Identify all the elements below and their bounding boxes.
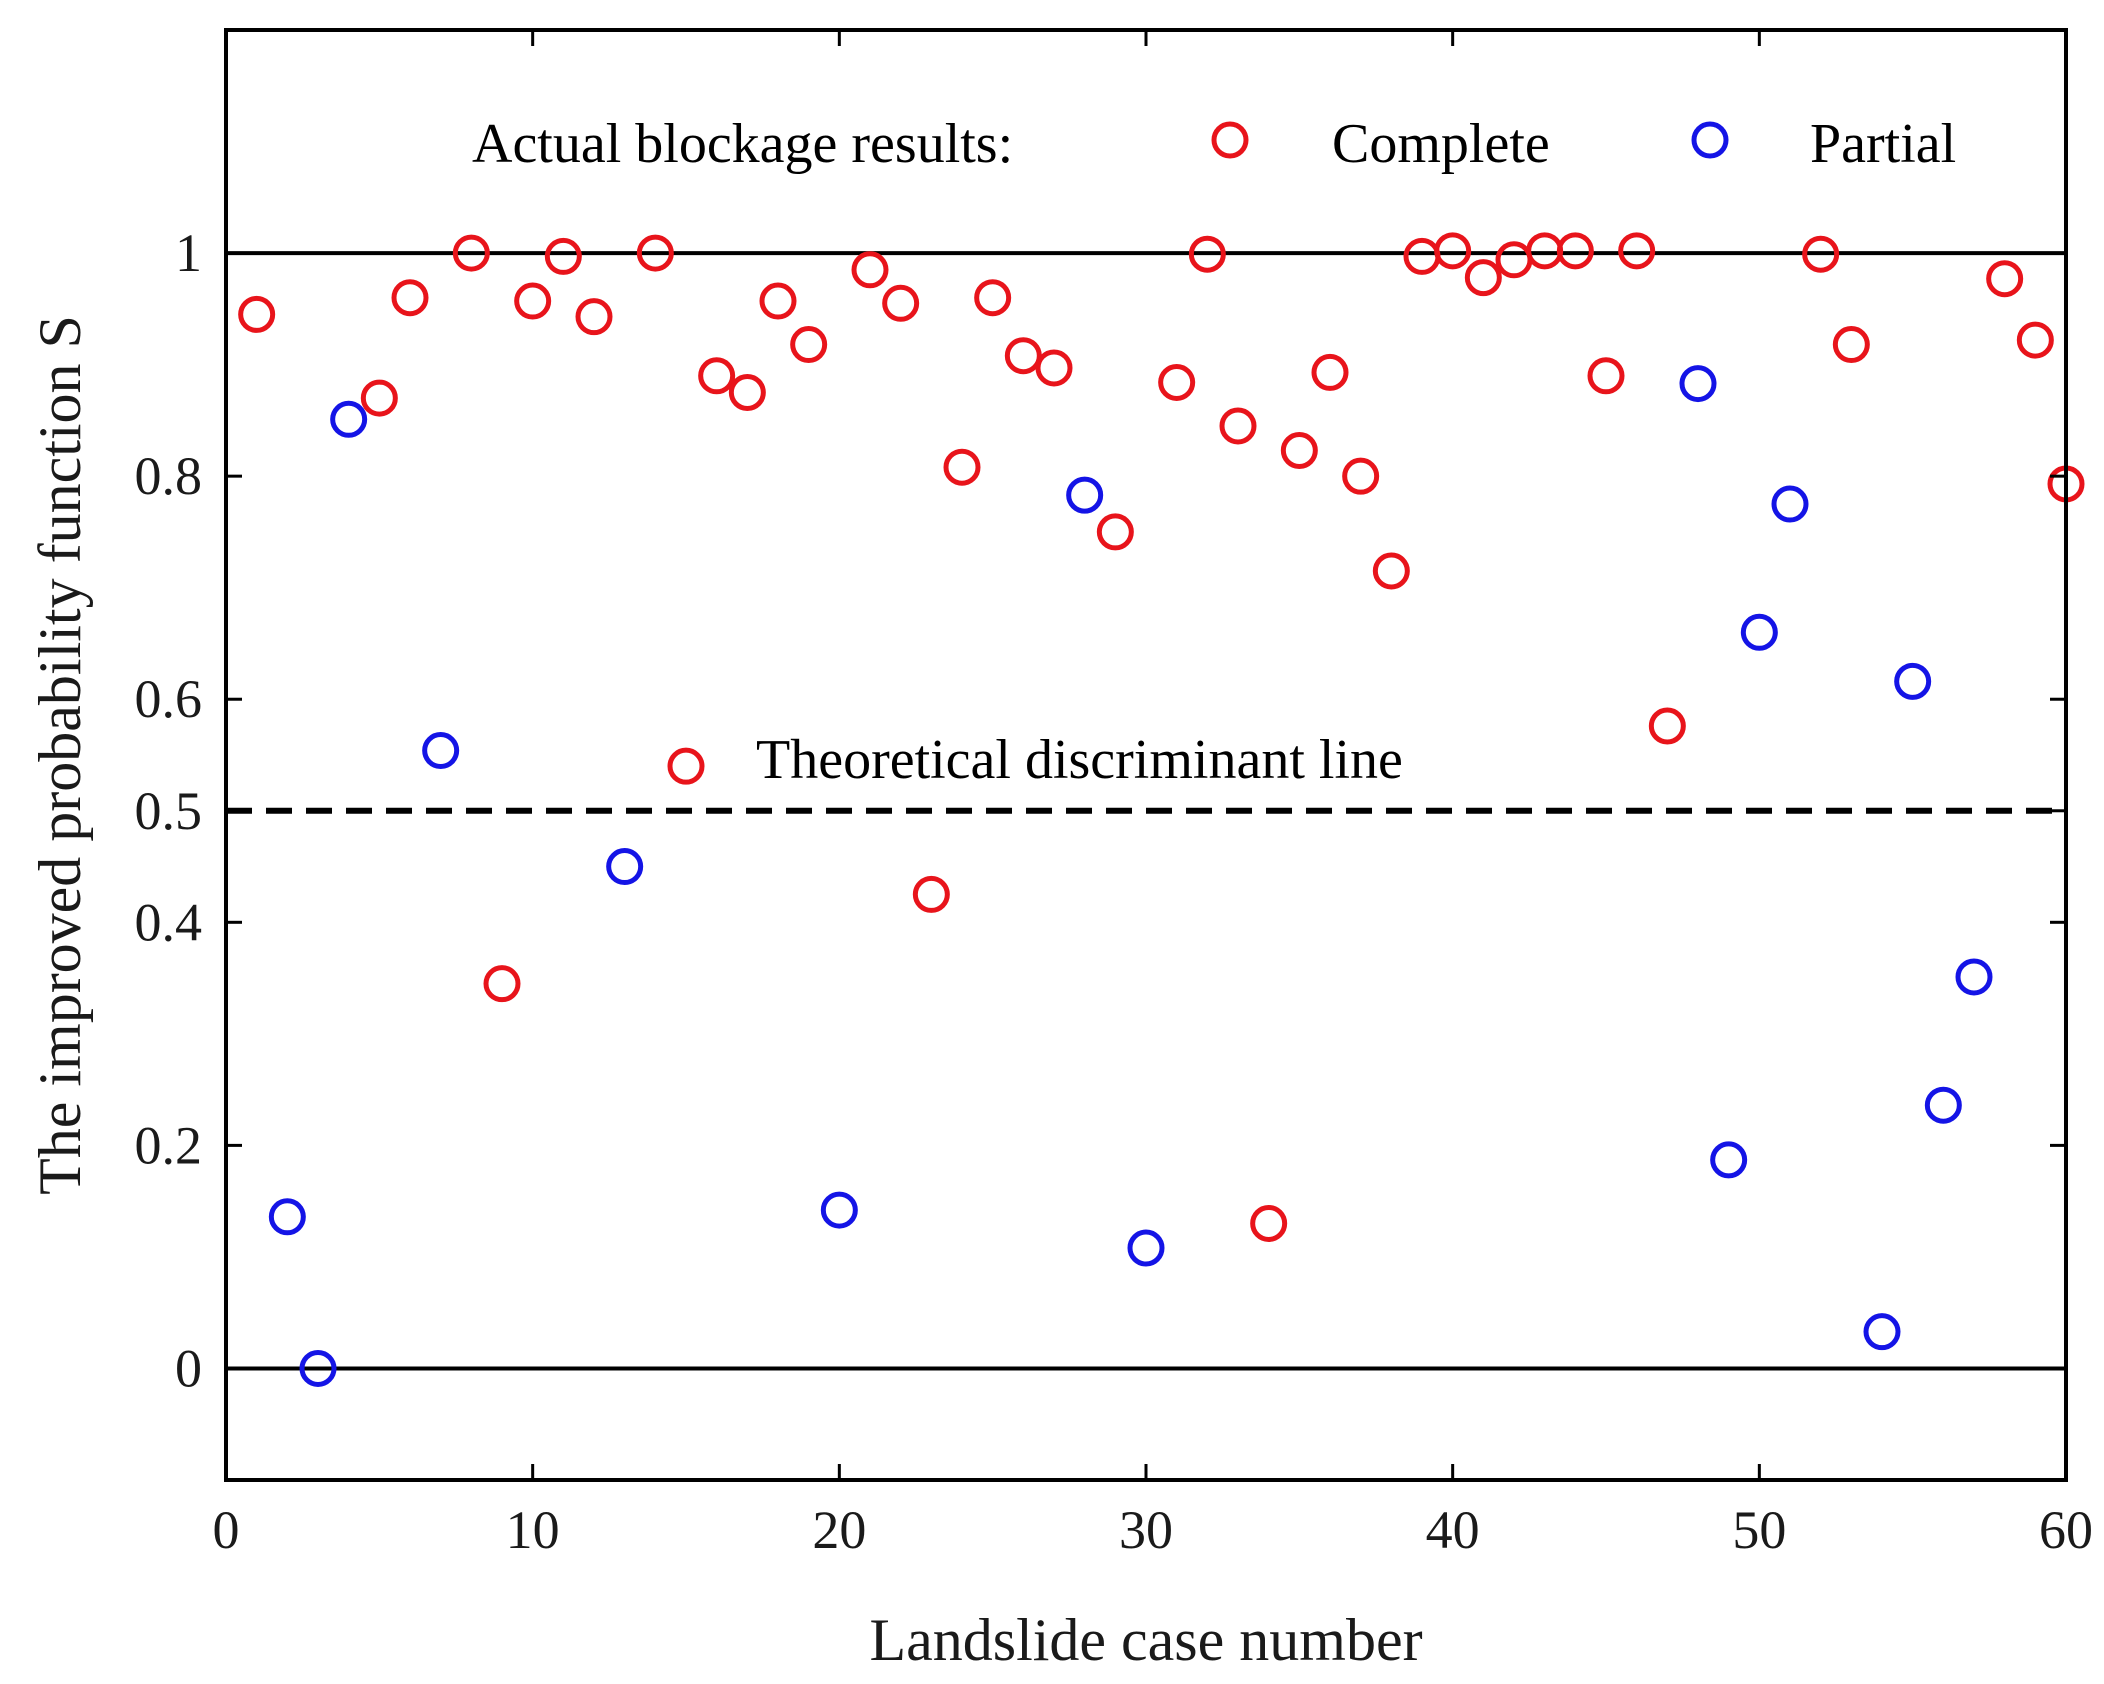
data-point-complete	[698, 357, 736, 395]
data-point-complete	[636, 234, 674, 272]
legend-title: Actual blockage results:	[472, 113, 1013, 175]
data-point-partial	[820, 1191, 858, 1229]
data-points	[238, 232, 2085, 1387]
data-point-complete	[360, 379, 398, 417]
y-tick-label: 1	[175, 223, 202, 283]
data-point-complete	[1526, 232, 1564, 270]
data-point-partial	[1863, 1313, 1901, 1351]
data-point-complete	[1587, 357, 1625, 395]
data-point-partial	[1679, 365, 1717, 403]
data-point-complete	[974, 279, 1012, 317]
x-axis-title: Landslide case number	[869, 1607, 1422, 1673]
data-point-complete	[1986, 260, 2024, 298]
y-tick-label: 0.2	[135, 1115, 203, 1175]
data-point-complete	[851, 251, 889, 289]
data-point-complete	[728, 374, 766, 411]
data-point-complete	[759, 282, 797, 320]
data-point-complete	[514, 282, 552, 320]
data-point-complete	[1802, 235, 1840, 273]
x-tick-label: 20	[812, 1500, 866, 1560]
data-point-complete	[667, 747, 705, 785]
data-point-complete	[1035, 349, 1073, 387]
data-point-complete	[2016, 321, 2054, 359]
x-tick-label: 10	[506, 1500, 560, 1560]
y-tick-label: 0.8	[135, 446, 203, 506]
y-axis-title: The improved probability function S	[27, 315, 93, 1195]
data-point-complete	[1434, 232, 1472, 270]
data-point-partial	[1771, 485, 1809, 523]
legend-marker-partial	[1691, 121, 1729, 159]
data-point-complete	[943, 448, 981, 486]
tick-labels: 0 10 20 30 40 50 60 0 0.2 0.4 0.5 0.6 0.8 1	[135, 223, 2094, 1560]
discriminant-line-annotation: Theoretical discriminant line	[756, 729, 1403, 791]
y-tick-label: 0.5	[135, 781, 203, 841]
data-point-complete	[575, 298, 613, 336]
data-point-complete	[912, 875, 950, 913]
legend-label-partial: Partial	[1810, 113, 1956, 175]
data-point-partial	[1894, 662, 1932, 700]
data-point-partial	[1955, 958, 1993, 996]
y-tick-label: 0.4	[135, 892, 203, 952]
data-point-partial	[422, 732, 460, 770]
data-point-complete	[483, 965, 521, 1003]
data-point-complete	[452, 234, 490, 272]
legend-label-complete: Complete	[1332, 113, 1550, 175]
data-point-complete	[238, 295, 276, 333]
data-point-complete	[1495, 241, 1533, 279]
data-point-complete	[1556, 232, 1594, 270]
legend: Actual blockage results: Complete Partia…	[472, 113, 1956, 175]
x-tick-label: 0	[213, 1500, 240, 1560]
y-tick-label: 0.6	[135, 669, 203, 729]
data-point-partial	[1127, 1229, 1165, 1267]
data-point-complete	[544, 237, 582, 275]
data-point-complete	[1004, 337, 1042, 375]
y-tick-label: 0	[175, 1338, 202, 1398]
data-point-complete	[1372, 552, 1410, 590]
data-point-complete	[882, 284, 920, 322]
data-point-complete	[1342, 457, 1380, 495]
legend-marker-complete	[1211, 121, 1249, 159]
x-tick-label: 30	[1119, 1500, 1173, 1560]
data-point-complete	[1158, 363, 1196, 401]
x-tick-label: 60	[2039, 1500, 2093, 1560]
data-point-complete	[790, 326, 828, 364]
data-point-partial	[299, 1349, 337, 1387]
data-point-partial	[606, 848, 644, 886]
data-point-complete	[1096, 513, 1134, 551]
data-point-partial	[1066, 476, 1104, 514]
data-point-complete	[1188, 235, 1226, 273]
data-point-partial	[330, 400, 368, 438]
data-point-complete	[391, 279, 429, 317]
axis-ticks	[224, 30, 2068, 1480]
data-point-partial	[1710, 1141, 1748, 1179]
data-point-partial	[1740, 613, 1778, 651]
data-point-complete	[1464, 259, 1502, 297]
data-point-partial	[268, 1198, 306, 1236]
data-point-complete	[1280, 432, 1318, 469]
data-point-complete	[1250, 1204, 1288, 1242]
data-point-complete	[1311, 353, 1349, 391]
data-point-complete	[1648, 707, 1686, 745]
data-point-complete	[1832, 326, 1870, 364]
reference-lines	[226, 251, 2066, 1371]
data-point-complete	[1618, 232, 1656, 270]
data-point-complete	[1219, 407, 1257, 445]
data-point-partial	[1924, 1086, 1962, 1124]
x-tick-label: 50	[1732, 1500, 1786, 1560]
data-point-complete	[1403, 237, 1441, 275]
x-tick-label: 40	[1426, 1500, 1480, 1560]
